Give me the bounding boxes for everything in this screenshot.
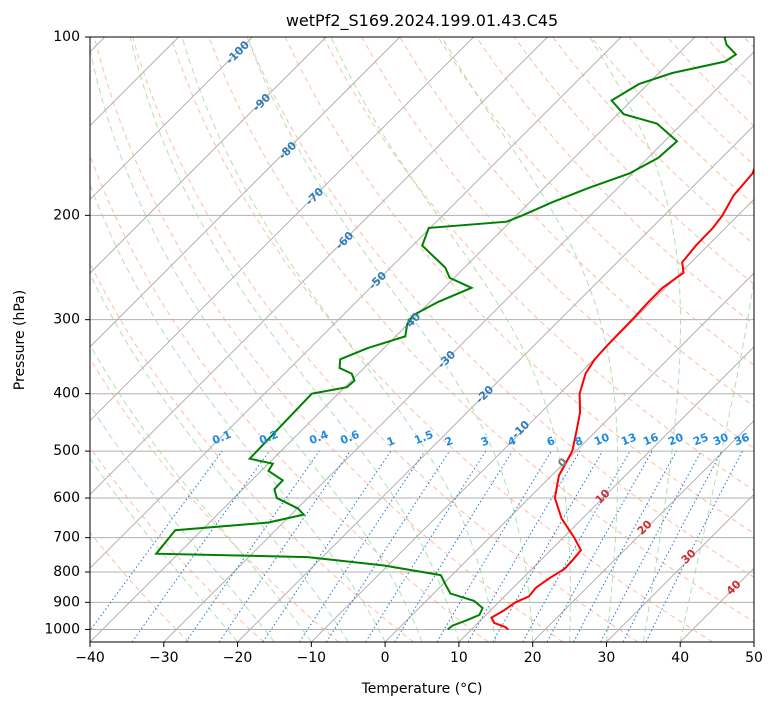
mixing-ratio-line [299,450,426,642]
isotherm-gridline [163,51,754,642]
mixing-ratio-line [131,450,270,642]
y-tick-label: 600 [53,490,80,506]
isotherm-gridline [90,37,401,348]
moist-adiabat [90,457,238,642]
y-tick-label: 200 [53,207,80,223]
moist-adiabat [90,183,386,642]
moist-adiabat [330,37,571,642]
x-tick-label: 0 [381,650,390,666]
temperature-profile-line [490,166,754,631]
dewpoint-profile-line [154,37,738,631]
chart-title: wetPf2_S169.2024.199.01.43.C45 [286,11,558,31]
dry-adiabat [246,37,754,578]
isotherm-gridline [384,272,754,642]
dry-adiabat [208,37,754,623]
x-tick-label: −20 [223,650,253,666]
dry-adiabat [475,37,754,326]
isotherm-gridline [90,37,548,496]
y-tick-label: 800 [53,564,80,580]
isotherm-gridline [606,493,754,642]
plot-frame [89,36,755,643]
mixing-ratio-line [394,450,513,642]
dry-adiabat [90,154,489,642]
moist-adiabat [90,47,423,642]
y-tick-label: 1000 [44,621,80,637]
x-tick-label: 50 [745,650,763,666]
moist-adiabat [441,37,619,642]
moist-adiabat [129,37,460,642]
mixing-ratio-label: 25 [691,431,710,449]
y-axis: 100 200 300 400 500 600 700 800 900 1000 [44,29,90,637]
mixing-ratio-line [90,450,223,632]
isotherm-gridline [90,37,327,274]
moist-adiabat [589,37,681,642]
dry-adiabat [90,357,339,642]
x-tick-label: −40 [75,650,105,666]
y-tick-label: 300 [53,312,80,328]
x-tick-label: 30 [598,650,616,666]
mixing-ratio-label: 2 [443,434,455,449]
y-axis-label: Pressure (hPa) [12,290,28,390]
x-axis: −40 −30 −20 −10 0 10 20 30 40 50 [75,642,763,666]
dry-adiabat [399,37,754,408]
mixing-ratio-label: 10 [592,431,611,449]
isotherm-gridline [90,37,253,201]
isotherm-gridline [237,124,754,642]
series-layer [154,37,754,631]
mixing-ratio-label: 30 [711,431,730,449]
y-tick-label: 900 [53,594,80,610]
isotherm-gridline [90,37,622,569]
mixing-ratio-label: 16 [641,431,660,449]
dry-adiabat [132,37,639,642]
moist-adiabat [246,37,534,642]
dry-adiabat [513,37,754,285]
mixing-ratio-line [185,450,320,642]
mixing-ratio-line [262,450,392,642]
isotherm-gridline [532,419,754,642]
isotherm-gridline [90,37,475,422]
mixing-ratio-label: 3 [479,434,491,449]
dry-adiabat [90,531,190,642]
mixing-ratio-label: 13 [619,431,638,449]
mixing-ratio-label: 8 [573,434,585,449]
mixing-ratio-label: 20 [666,431,685,449]
moist-adiabat [90,273,349,642]
mixing-ratio-line [546,450,653,642]
isotherm-gridline [753,641,754,642]
moist-adiabat [90,404,275,642]
mixing-ratio-label: 1 [385,434,397,449]
background-lines-layer [90,37,754,642]
x-tick-label: 20 [524,650,542,666]
x-tick-label: 10 [450,650,468,666]
dry-adiabat [170,37,713,642]
mixing-ratio-line [522,450,631,642]
x-tick-label: −30 [149,650,179,666]
y-tick-label: 400 [53,386,80,402]
dry-adiabat [361,37,754,449]
moist-adiabat [181,37,497,642]
y-tick-label: 700 [53,530,80,546]
mixing-ratio-label: 36 [732,431,751,449]
mixing-ratio-line [573,450,677,642]
mixing-ratio-line [645,450,743,642]
plot-background [90,37,754,642]
x-tick-label: 40 [671,650,689,666]
dry-adiabat [90,262,414,642]
moist-adiabat [90,343,312,642]
isotherm-gridline [458,346,754,642]
y-tick-label: 100 [53,29,80,45]
mixing-ratio-line [218,450,351,642]
y-tick-label: 500 [53,443,80,459]
dry-adiabat [93,37,564,642]
x-tick-label: −10 [297,650,327,666]
x-axis-label: Temperature (°C) [361,681,483,697]
moist-adiabat [679,37,754,642]
